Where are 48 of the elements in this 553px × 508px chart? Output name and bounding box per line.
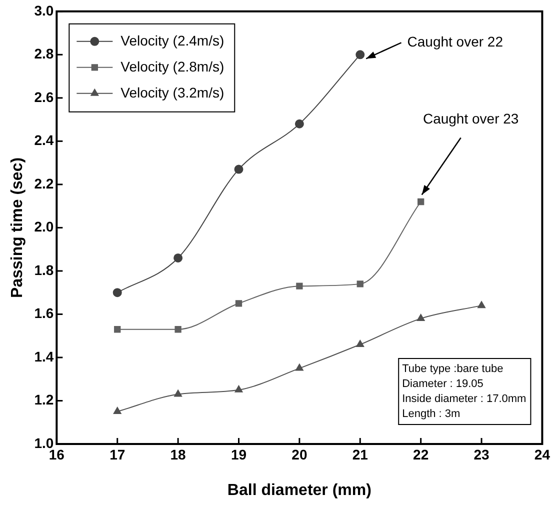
y-axis-title: Passing time (sec): [9, 157, 26, 298]
point: [174, 390, 182, 397]
annotation: Caught over 22: [407, 34, 504, 50]
point: [112, 288, 122, 298]
x-tick-label: 24: [534, 446, 550, 462]
x-tick-label: 20: [292, 446, 308, 462]
y-tick-label: 1.0: [34, 434, 54, 451]
y-tick-label: 2.4: [34, 132, 54, 148]
point: [356, 340, 364, 347]
point: [296, 282, 303, 290]
point: [114, 326, 121, 333]
x-tick-label: 18: [170, 446, 186, 462]
point: [418, 198, 424, 206]
y-tick-label: 1.6: [34, 305, 54, 322]
point: [478, 301, 486, 308]
y-tick-label: 2.6: [34, 88, 54, 105]
point: [234, 385, 243, 392]
x-tick-label: 17: [110, 446, 126, 462]
y-tick-label: 3.0: [34, 2, 54, 18]
legend-label: Velocity (3.2m/s): [120, 84, 224, 100]
annotation: Diameter : 19.05: [402, 378, 484, 390]
point: [294, 119, 304, 128]
legend-label: Velocity (2.8m/s): [120, 58, 224, 74]
x-tick-label: 19: [230, 446, 247, 462]
annotation: Caught over 23: [422, 110, 519, 127]
point: [174, 326, 182, 333]
point: [295, 364, 304, 371]
y-tick-label: 1.8: [34, 262, 54, 278]
y-tick-label: 2.8: [34, 46, 54, 62]
point: [113, 407, 122, 414]
point: [416, 314, 425, 322]
annotation: Length : 3m: [402, 408, 460, 420]
y-tick-label: 1.2: [34, 392, 54, 408]
legend-label: Velocity (2.4m/s): [120, 32, 224, 48]
y-tick-label: 2.0: [34, 218, 54, 235]
point: [174, 253, 183, 262]
point: [356, 50, 365, 60]
y-tick-label: 2.2: [34, 175, 54, 192]
point: [234, 164, 244, 174]
y-tick-label: 1.4: [34, 348, 54, 364]
point: [235, 300, 242, 307]
x-tick-label: 21: [352, 446, 368, 462]
x-tick-label: 23: [474, 446, 490, 462]
point: [356, 280, 364, 288]
x-tick-label: 22: [413, 446, 429, 462]
annotation: Inside diameter : 17.0mm: [402, 393, 526, 406]
annotation: Tube type :bare tube: [402, 363, 504, 376]
x-axis-title: Ball diameter (mm): [227, 482, 372, 499]
